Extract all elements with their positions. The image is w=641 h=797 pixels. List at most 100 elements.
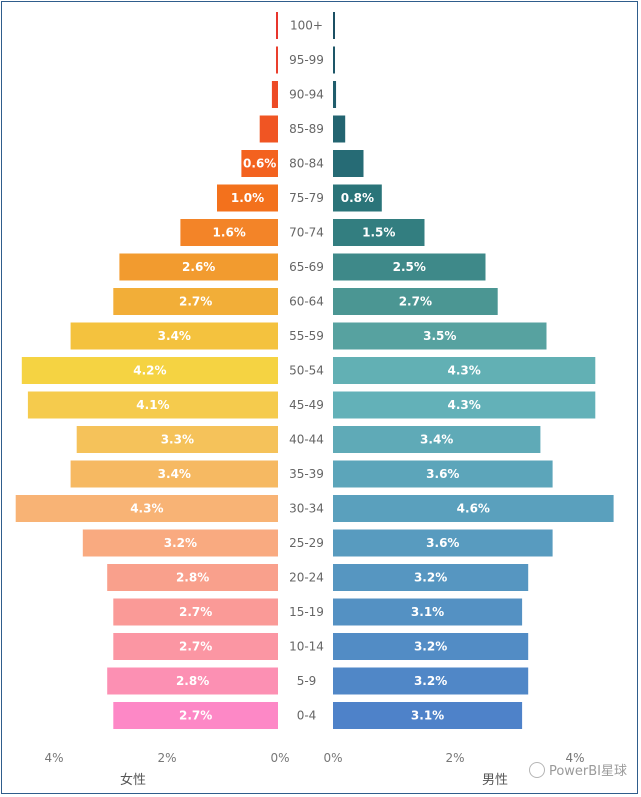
data-label-female-80-84: 0.6% [243, 157, 276, 171]
bar-female-70-74 [180, 219, 278, 246]
bar-male-75-79 [333, 184, 382, 212]
data-label-female-65-69: 2.6% [182, 260, 215, 274]
data-label-female-45-49: 4.1% [136, 398, 169, 412]
age-label-75-79: 75-79 [289, 191, 324, 205]
bar-female-95-99 [276, 46, 278, 74]
data-label-male-75-79: 0.8% [341, 191, 374, 205]
data-label-male-15-19: 3.1% [411, 605, 444, 619]
age-label-65-69: 65-69 [289, 260, 324, 274]
data-label-female-35-39: 3.4% [158, 467, 191, 481]
data-label-female-0-4: 2.7% [179, 709, 212, 723]
data-label-female-60-64: 2.7% [179, 295, 212, 309]
data-label-male-20-24: 3.2% [414, 571, 447, 585]
data-label-male-25-29: 3.6% [426, 536, 459, 550]
data-label-female-50-54: 4.2% [133, 364, 166, 378]
bar-male-0-4 [333, 702, 523, 729]
bar-female-85-89 [259, 115, 278, 143]
data-label-male-45-49: 4.3% [448, 398, 481, 412]
bar-male-55-59 [333, 322, 547, 350]
bar-female-65-69 [119, 253, 279, 281]
bar-male-50-54 [333, 357, 596, 384]
bar-female-40-44 [76, 426, 278, 453]
age-label-90-94: 90-94 [289, 88, 324, 102]
bar-male-100+ [333, 12, 335, 39]
bar-female-55-59 [70, 322, 278, 350]
watermark-text: PowerBI星球 [548, 764, 627, 779]
age-label-100+: 100+ [290, 19, 323, 33]
bar-male-80-84 [333, 150, 364, 177]
age-label-50-54: 50-54 [289, 364, 324, 378]
data-label-male-40-44: 3.4% [420, 433, 453, 447]
bar-female-35-39 [70, 460, 278, 488]
data-label-female-40-44: 3.3% [161, 433, 194, 447]
age-label-70-74: 70-74 [289, 226, 324, 240]
age-label-60-64: 60-64 [289, 295, 324, 309]
bar-female-15-19 [113, 598, 278, 626]
age-label-20-24: 20-24 [289, 571, 324, 585]
bar-female-5-9 [107, 667, 278, 695]
age-label-25-29: 25-29 [289, 536, 324, 550]
bar-male-65-69 [333, 253, 486, 281]
data-label-female-10-14: 2.7% [179, 640, 212, 654]
bar-female-30-34 [15, 495, 278, 522]
data-label-female-5-9: 2.8% [176, 674, 209, 688]
bar-female-80-84 [241, 150, 278, 177]
age-label-40-44: 40-44 [289, 433, 324, 447]
data-label-male-65-69: 2.5% [393, 260, 426, 274]
data-label-male-50-54: 4.3% [448, 364, 481, 378]
bar-male-30-34 [333, 495, 614, 522]
data-label-female-30-34: 4.3% [130, 502, 163, 516]
bar-female-0-4 [113, 702, 278, 729]
gender-label-female: 女性 [120, 772, 146, 788]
data-label-female-70-74: 1.6% [213, 226, 246, 240]
bar-female-100+ [276, 12, 278, 39]
age-label-15-19: 15-19 [289, 605, 324, 619]
bar-female-60-64 [113, 288, 278, 315]
bar-male-35-39 [333, 460, 553, 488]
x-tick-right-2: 4% [565, 751, 584, 765]
bar-female-25-29 [82, 529, 278, 557]
age-label-30-34: 30-34 [289, 502, 324, 516]
bar-male-10-14 [333, 633, 529, 660]
age-label-5-9: 5-9 [297, 674, 317, 688]
bar-female-75-79 [217, 184, 278, 212]
x-tick-right-0: 0% [323, 751, 342, 765]
bar-male-95-99 [333, 46, 335, 74]
bar-female-20-24 [107, 564, 278, 591]
data-label-male-35-39: 3.6% [426, 467, 459, 481]
data-label-male-5-9: 3.2% [414, 674, 447, 688]
age-label-95-99: 95-99 [289, 53, 324, 67]
x-tick-left-2: 0% [270, 751, 289, 765]
bar-female-50-54 [21, 357, 279, 384]
gender-label-male: 男性 [482, 773, 508, 788]
data-label-male-55-59: 3.5% [423, 329, 456, 343]
bar-male-60-64 [333, 288, 498, 315]
bar-male-45-49 [333, 391, 596, 419]
bar-female-90-94 [271, 81, 278, 108]
watermark: PowerBI星球 [528, 760, 627, 779]
x-tick-right-1: 2% [445, 751, 464, 765]
x-tick-left-0: 4% [44, 751, 63, 765]
data-label-male-30-34: 4.6% [457, 502, 490, 516]
bar-male-25-29 [333, 529, 553, 557]
age-label-45-49: 45-49 [289, 398, 324, 412]
bar-male-90-94 [333, 81, 337, 108]
data-label-male-0-4: 3.1% [411, 709, 444, 723]
data-label-male-10-14: 3.2% [414, 640, 447, 654]
bar-male-40-44 [333, 426, 541, 453]
age-label-10-14: 10-14 [289, 640, 324, 654]
bar-male-20-24 [333, 564, 529, 591]
data-label-female-15-19: 2.7% [179, 605, 212, 619]
bar-male-5-9 [333, 667, 529, 695]
data-label-male-60-64: 2.7% [399, 295, 432, 309]
age-label-85-89: 85-89 [289, 122, 324, 136]
data-label-female-75-79: 1.0% [231, 191, 264, 205]
bar-female-10-14 [113, 633, 278, 660]
bar-male-85-89 [333, 115, 346, 143]
wechat-icon [528, 761, 545, 778]
age-label-35-39: 35-39 [289, 467, 324, 481]
data-label-female-20-24: 2.8% [176, 571, 209, 585]
x-tick-left-1: 2% [157, 751, 176, 765]
